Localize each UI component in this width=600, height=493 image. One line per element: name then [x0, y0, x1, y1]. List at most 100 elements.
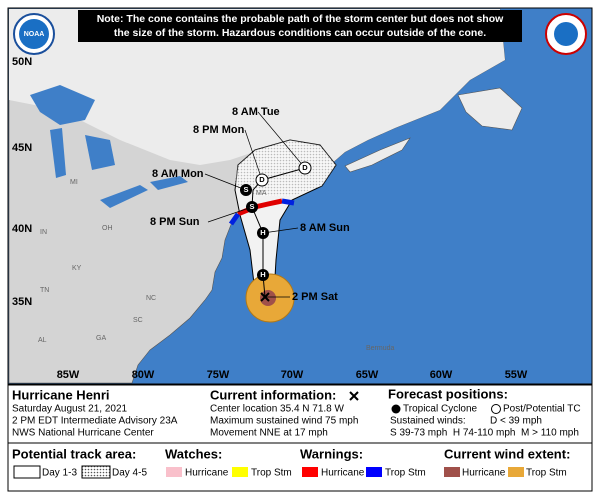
nws-logo-inner — [554, 22, 578, 46]
forecast-point — [255, 173, 269, 187]
canada-land — [9, 9, 505, 165]
label-leader — [204, 173, 247, 191]
legend-text: Trop Stm — [526, 468, 567, 479]
lon-label: 65W — [356, 369, 379, 381]
lon-label: 55W — [505, 369, 528, 381]
legend-text: Trop Stm — [251, 468, 292, 479]
lon-label: 70W — [281, 369, 304, 381]
legend-text: Day 1-3 — [42, 468, 77, 479]
place-label: IN — [40, 229, 47, 236]
legend-text: Center location 35.4 N 71.8 W — [210, 404, 345, 415]
place-label: Bermuda — [366, 345, 395, 352]
legend-text: Post/Potential TC — [503, 404, 581, 415]
track-label: 8 AM Tue — [232, 106, 280, 118]
marker-label: H — [260, 270, 265, 279]
legend-title: Current information: — [210, 387, 336, 402]
lat-label: 40N — [12, 223, 32, 235]
noaa-logo-inner — [19, 19, 49, 49]
hurricane-warning-swatch — [302, 467, 318, 477]
lake-ontario — [150, 176, 188, 190]
tropical-symbol — [391, 404, 401, 414]
place-label: GA — [96, 335, 106, 342]
note-box — [78, 10, 522, 42]
place-label: KY — [72, 265, 82, 272]
track-label: 8 PM Sun — [150, 216, 200, 228]
noaa-logo-text: NOAA — [24, 31, 45, 38]
label-leader — [244, 129, 263, 181]
trop-warning-swatch — [366, 467, 382, 477]
legend-text: Day 4-5 — [112, 468, 147, 479]
place-label: AL — [38, 337, 47, 344]
legend-text: Tropical Cyclone — [403, 404, 478, 415]
legend-text: 2 PM EDT Intermediate Advisory 23A — [12, 416, 178, 427]
lon-label: 75W — [207, 369, 230, 381]
day45-swatch — [81, 465, 111, 479]
place-label: NC — [146, 295, 156, 302]
day13-swatch — [13, 465, 41, 479]
current-symbol — [349, 391, 359, 401]
marker-label: S — [249, 202, 254, 211]
lake-superior — [30, 85, 95, 125]
marker-label: D — [302, 163, 308, 172]
legend-text: Movement NNE at 17 mph — [210, 428, 328, 439]
marker-label: S — [243, 185, 248, 194]
forecast-point — [246, 201, 258, 213]
track-label: 8 PM Mon — [193, 124, 245, 136]
track-label: 8 AM Sun — [300, 222, 350, 234]
lake-huron — [85, 135, 115, 170]
legend-title: Hurricane Henri — [12, 387, 110, 402]
place-label: TN — [40, 287, 49, 294]
newfoundland — [457, 87, 523, 131]
lat-label: 50N — [12, 56, 32, 68]
hurricane-wind-extent — [260, 290, 276, 306]
trop-storm-warning — [281, 198, 295, 206]
legend-text: S 39-73 mph H 74-110 mph M > 110 mph — [390, 428, 579, 439]
place-label: SC — [133, 317, 143, 324]
hurricane-warning — [237, 198, 283, 217]
lon-label: 80W — [132, 369, 155, 381]
trop-extent-swatch — [508, 467, 524, 477]
legend-text: Hurricane — [321, 468, 365, 479]
note-line: Note: The cone contains the probable pat… — [97, 13, 504, 25]
track-label: 8 AM Mon — [152, 168, 204, 180]
note-line: the size of the storm. Hazardous conditi… — [114, 27, 486, 39]
forecast-point — [257, 269, 269, 281]
lon-label: 85W — [57, 369, 80, 381]
legend-text: NWS National Hurricane Center — [12, 428, 154, 439]
trop-watch-swatch — [232, 467, 248, 477]
legend-title: Watches: — [165, 446, 222, 461]
legend-text: Trop Stm — [385, 468, 426, 479]
marker-label: H — [260, 228, 265, 237]
hurricane-extent-swatch — [444, 467, 460, 477]
forecast-point — [257, 227, 269, 239]
legend-title: Current wind extent: — [444, 446, 570, 461]
hurricane-watch-swatch — [166, 467, 182, 477]
legend-title: Forecast positions: — [388, 386, 508, 401]
place-label: MA — [256, 190, 267, 197]
lake-michigan — [50, 128, 66, 178]
label-leader — [207, 206, 253, 223]
lon-label: 60W — [430, 369, 453, 381]
legend-title: Warnings: — [300, 446, 363, 461]
legend-text: Hurricane — [185, 468, 229, 479]
legend-text: Saturday August 21, 2021 — [12, 404, 128, 415]
legend-text: Hurricane — [462, 468, 506, 479]
lat-label: 35N — [12, 296, 32, 308]
forecast-point — [240, 184, 252, 196]
legend-text: D < 39 mph — [490, 416, 542, 427]
lake-erie — [100, 185, 148, 208]
legend-text: Sustained winds: — [390, 416, 466, 427]
place-label: MI — [70, 179, 78, 186]
nova-scotia — [344, 137, 411, 173]
marker-label: D — [259, 175, 265, 184]
place-label: OH — [102, 225, 113, 232]
label-leader — [257, 111, 306, 169]
track-label: 2 PM Sat — [292, 291, 338, 303]
trop-storm-warning — [228, 212, 241, 226]
legend-text: Maximum sustained wind 75 mph — [210, 416, 358, 427]
forecast-point — [298, 161, 312, 175]
legend-title: Potential track area: — [12, 446, 136, 461]
lat-label: 45N — [12, 142, 32, 154]
current-position — [260, 292, 270, 302]
